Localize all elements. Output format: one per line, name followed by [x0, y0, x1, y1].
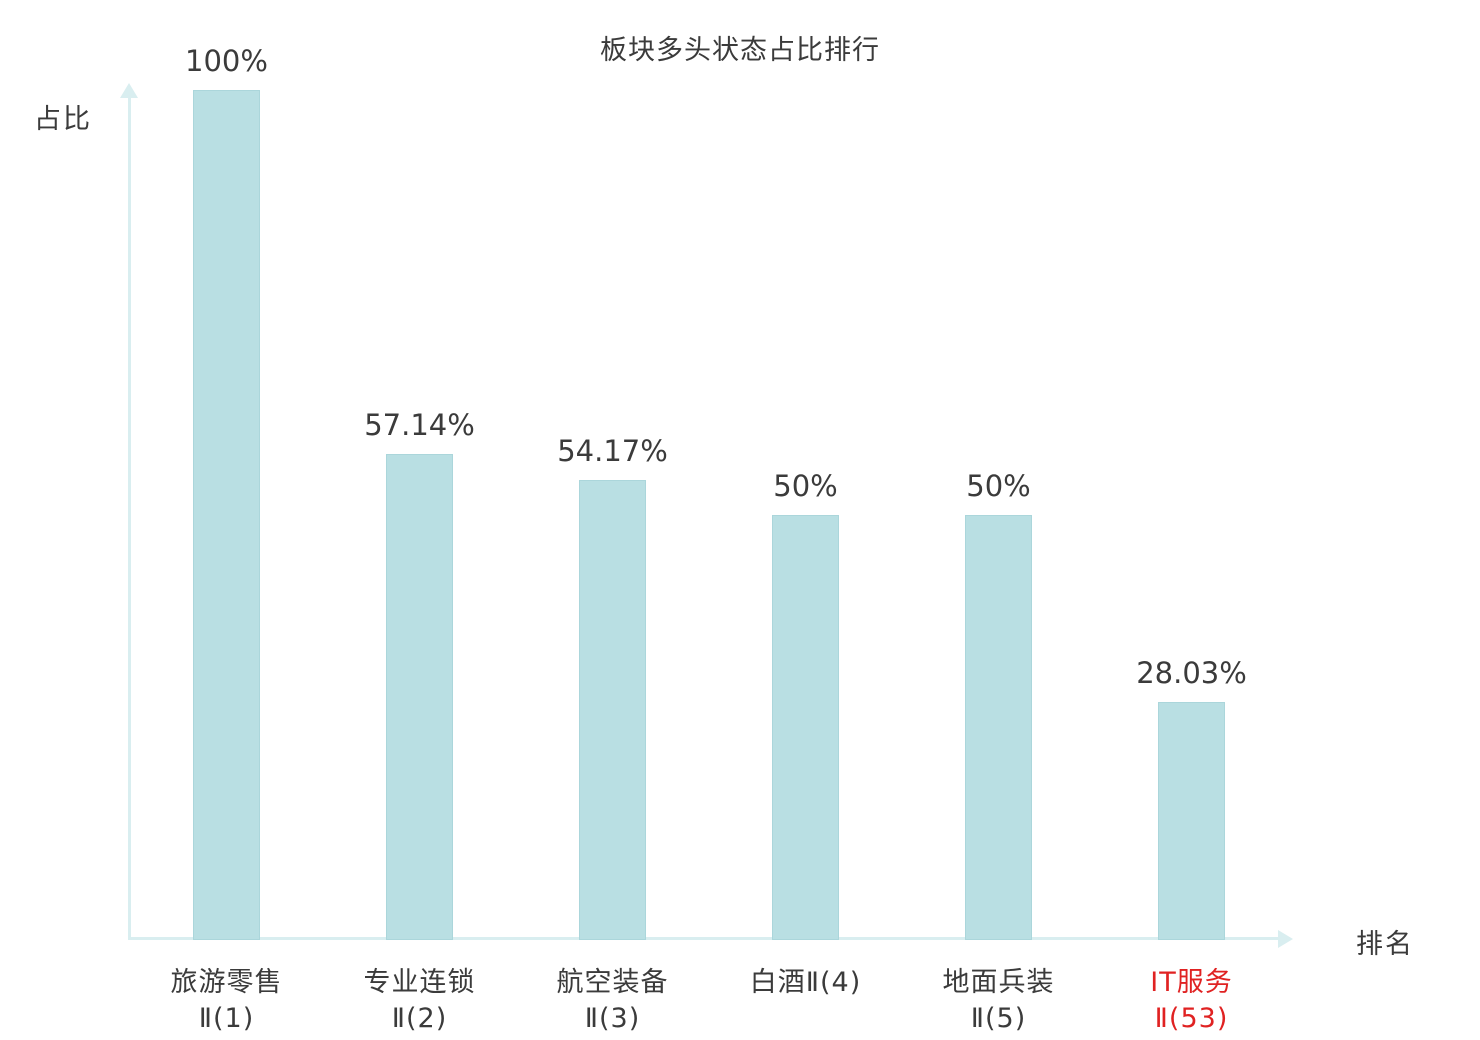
bar-value-label: 100% — [185, 44, 268, 78]
x-axis-arrowhead-icon — [1278, 930, 1293, 948]
bar-2 — [386, 454, 453, 940]
bar-category-label-line: Ⅱ(53) — [1154, 1003, 1229, 1034]
x-axis-line — [128, 937, 1280, 940]
bar-category-label: 白酒Ⅱ(4) — [676, 965, 936, 1001]
bar-value-label: 57.14% — [364, 408, 475, 443]
bar-category-label-line: Ⅱ(2) — [391, 1003, 448, 1034]
plot-area: 100% 旅游零售 Ⅱ(1) 57.14% 专业连锁 Ⅱ(2) 54.17% 航空装备 Ⅱ(3)… — [130, 44, 1290, 1034]
chart-title: 板块多头状态占比排行 — [600, 35, 880, 66]
bar-category-label-line: IT服务 — [1150, 967, 1233, 998]
x-axis-label: 排名 — [1356, 929, 1414, 960]
bar-category-label: IT服务 Ⅱ(53) — [1062, 965, 1322, 1037]
bar-category-label-line: Ⅱ(1) — [198, 1003, 255, 1034]
bar-category-label-line: 旅游零售 — [170, 967, 283, 998]
bar-category-label: 旅游零售 Ⅱ(1) — [97, 965, 357, 1037]
bar-category-label-line: 专业连锁 — [363, 967, 476, 998]
bar-value-label: 28.03% — [1136, 655, 1247, 690]
bar-category-label-line: Ⅱ(3) — [584, 1003, 641, 1034]
y-axis-label: 占比 — [34, 104, 92, 135]
bar-category-label-line: 白酒Ⅱ(4) — [749, 967, 862, 998]
bar-category-label: 航空装备 Ⅱ(3) — [483, 965, 743, 1037]
y-axis-line — [128, 96, 131, 940]
bar-category-label: 专业连锁 Ⅱ(2) — [290, 965, 550, 1037]
y-axis-arrowhead-icon — [120, 83, 138, 98]
bar-6 — [1158, 701, 1225, 940]
bar-value-label: 54.17% — [557, 433, 668, 468]
bar-category-label: 地面兵装 Ⅱ(5) — [869, 965, 1129, 1037]
bar-category-label-line: 航空装备 — [556, 967, 669, 998]
bar-3 — [579, 479, 646, 940]
bar-1 — [193, 90, 260, 940]
bar-category-label-line: 地面兵装 — [942, 967, 1055, 998]
bar-value-label: 50% — [966, 469, 1031, 503]
bar-4 — [772, 515, 839, 940]
bar-5 — [965, 515, 1032, 940]
bar-category-label-line: Ⅱ(5) — [970, 1003, 1027, 1034]
bar-value-label: 50% — [773, 469, 838, 503]
